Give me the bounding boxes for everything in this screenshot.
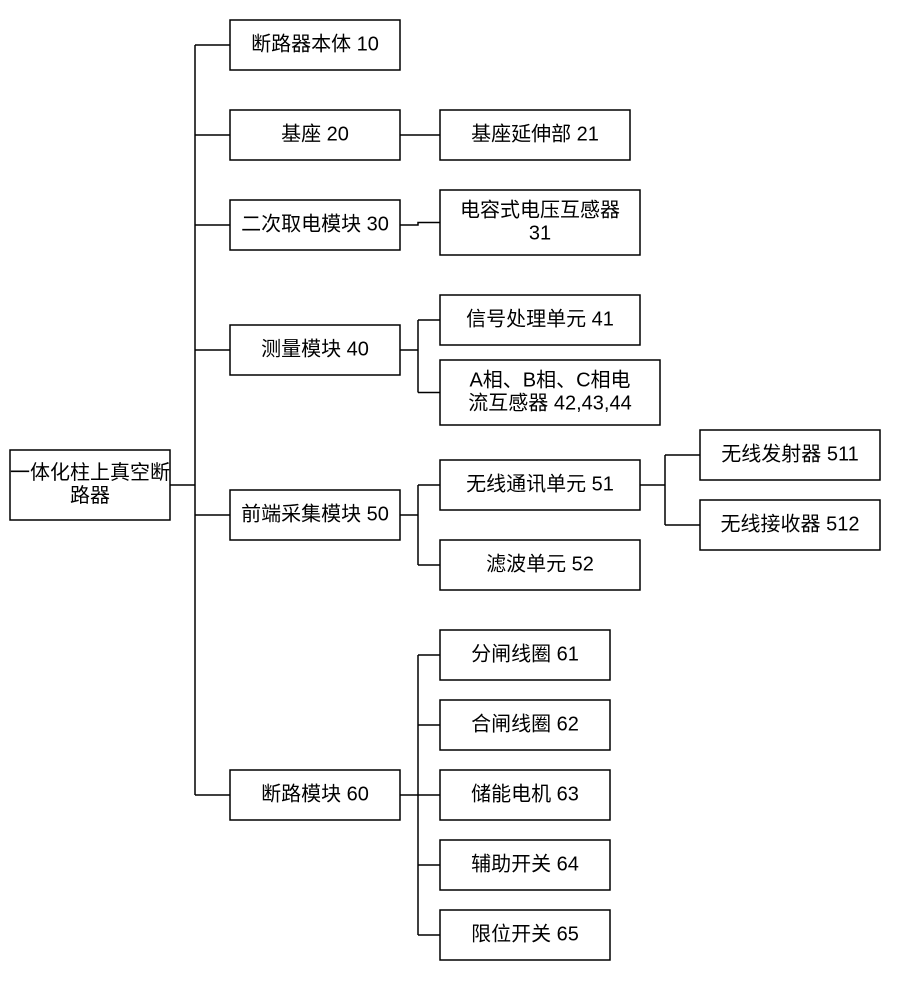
node-label: 31 <box>529 222 551 244</box>
node-label: 信号处理单元 41 <box>466 307 614 330</box>
energy-motor: 储能电机 63 <box>440 770 610 820</box>
root: 一体化柱上真空断路器 <box>10 450 170 520</box>
connector <box>400 223 440 226</box>
base-ext: 基座延伸部 21 <box>440 110 630 160</box>
node-label: 分闸线圈 61 <box>471 642 579 665</box>
close-coil: 合闸线圈 62 <box>440 700 610 750</box>
breaker-body: 断路器本体 10 <box>230 20 400 70</box>
node-label: 电容式电压互感器 <box>460 198 620 221</box>
node-label: 合闸线圈 62 <box>471 712 579 735</box>
aux-switch: 辅助开关 64 <box>440 840 610 890</box>
node-label: 基座 20 <box>281 122 349 145</box>
measure-module: 测量模块 40 <box>230 325 400 375</box>
filter-unit: 滤波单元 52 <box>440 540 640 590</box>
node-label: 流互感器 42,43,44 <box>468 391 631 414</box>
node-label: 储能电机 63 <box>471 782 579 805</box>
node-label: 断路模块 60 <box>261 782 369 805</box>
node-label: A相、B相、C相电 <box>469 368 630 391</box>
node-label: 断路器本体 10 <box>251 32 379 55</box>
node-label: 辅助开关 64 <box>471 852 579 875</box>
break-module: 断路模块 60 <box>230 770 400 820</box>
tree-diagram: 一体化柱上真空断路器 断路器本体 10 基座 20 二次取电模块 30 测量模块 40 前… <box>0 0 915 1000</box>
signal-unit: 信号处理单元 41 <box>440 295 640 345</box>
node-label: 路器 <box>70 484 110 507</box>
node-label: 无线通讯单元 51 <box>466 472 614 495</box>
node-label: 限位开关 65 <box>471 922 579 945</box>
node-label: 一体化柱上真空断 <box>10 461 170 484</box>
node-label: 前端采集模块 50 <box>241 502 389 525</box>
node-label: 测量模块 40 <box>261 337 369 360</box>
frontend-module: 前端采集模块 50 <box>230 490 400 540</box>
cap-voltage-transformer: 电容式电压互感器31 <box>440 190 640 255</box>
limit-switch: 限位开关 65 <box>440 910 610 960</box>
node-label: 无线发射器 511 <box>721 442 858 465</box>
phase-transformers: A相、B相、C相电流互感器 42,43,44 <box>440 360 660 425</box>
secondary-power: 二次取电模块 30 <box>230 200 400 250</box>
wireless-comm: 无线通讯单元 51 <box>440 460 640 510</box>
trip-coil: 分闸线圈 61 <box>440 630 610 680</box>
node-label: 无线接收器 512 <box>721 512 860 535</box>
node-label: 基座延伸部 21 <box>471 122 599 145</box>
base: 基座 20 <box>230 110 400 160</box>
wireless-transmitter: 无线发射器 511 <box>700 430 880 480</box>
node-label: 二次取电模块 30 <box>241 212 389 235</box>
wireless-receiver: 无线接收器 512 <box>700 500 880 550</box>
node-label: 滤波单元 52 <box>486 552 594 575</box>
